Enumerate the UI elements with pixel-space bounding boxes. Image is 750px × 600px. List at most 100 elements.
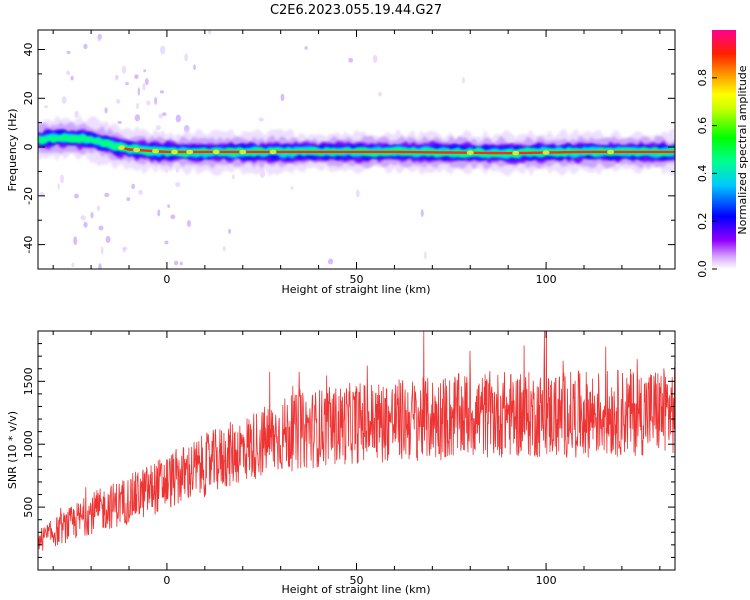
spectrogram-heatmap — [38, 30, 675, 269]
spectrogram-speckle — [122, 247, 126, 253]
spectrogram-speckle — [44, 105, 48, 109]
spectrogram-hotspot — [171, 149, 178, 155]
spectrogram-ytick-label: -40 — [22, 236, 35, 254]
colorbar-label: Normalized spectral amplitude — [736, 65, 749, 234]
spectrogram-speckle — [193, 64, 196, 71]
colorbar: 0.0 0.2 0.4 0.6 0.8 Normalized spectral ampl… — [696, 30, 749, 278]
spectrogram-ytick-label: 0 — [22, 144, 35, 151]
spectrogram-speckle — [66, 50, 71, 54]
spectrogram-speckle — [115, 74, 119, 79]
colorbar-tick-label: 0.8 — [696, 69, 709, 87]
spectrogram-xlabel: Height of straight line (km) — [281, 283, 430, 296]
snr-xtick-label: 0 — [163, 574, 170, 587]
snr-background — [38, 331, 675, 570]
spectrogram-speckle — [57, 183, 60, 190]
spectrogram-speckle — [97, 36, 102, 42]
spectrogram-hotspot — [512, 150, 520, 156]
spectrogram-hotspot — [466, 150, 474, 155]
spectrogram-speckle — [155, 125, 161, 131]
spectrogram-speckle — [98, 263, 102, 269]
spectrogram-xtick-label: 0 — [163, 273, 170, 286]
spectrogram-xtick-label: 50 — [350, 273, 364, 286]
snr-ytick-label: 1500 — [22, 367, 35, 395]
spectrogram-speckle — [115, 99, 121, 104]
snr-xtick-label: 100 — [536, 574, 557, 587]
spectrogram-speckle — [184, 53, 188, 62]
spectrogram-speckle — [158, 113, 163, 119]
spectrogram-speckle — [186, 219, 192, 228]
spectrogram-speckle — [420, 209, 424, 217]
colorbar-tick-label: 0.4 — [696, 165, 709, 183]
spectrogram-speckle — [173, 260, 179, 266]
spectrogram-speckle — [231, 174, 235, 180]
spectrogram-speckle — [131, 183, 135, 190]
spectrogram-speckle — [424, 251, 427, 260]
spectrogram-hotspot — [212, 149, 220, 155]
spectrogram-speckle — [167, 204, 171, 208]
spectrogram-speckle — [60, 174, 64, 184]
spectrogram-speckle — [61, 96, 67, 104]
snr-ylabel: SNR (10 * v/v) — [6, 411, 19, 489]
spectrogram-speckle — [159, 45, 166, 55]
spectrogram-speckle — [74, 193, 79, 199]
spectrogram-speckle — [125, 81, 129, 86]
spectrogram-hotspot — [152, 149, 160, 154]
snr-ticks: 0 50 100 500 1000 1500 — [22, 331, 675, 587]
snr-panel: 0 50 100 500 1000 1500 Height of straight lin… — [6, 330, 676, 596]
spectrogram-speckle — [121, 65, 127, 74]
spectrogram-speckle — [327, 258, 334, 265]
spectrogram-speckle — [142, 83, 146, 91]
spectrogram-hotspot — [607, 149, 615, 155]
spectrogram-speckle — [90, 211, 94, 219]
spectrogram-speckle — [175, 182, 181, 187]
spectrogram-speckle — [105, 235, 111, 244]
spectrogram-speckle — [258, 117, 264, 122]
spectrogram-speckle — [39, 192, 45, 197]
spectrogram-speckle — [304, 46, 308, 50]
spectrogram-speckle — [83, 43, 88, 50]
spectrogram-speckle — [73, 236, 78, 246]
snr-ytick-label: 500 — [22, 497, 35, 518]
spectrogram-speckle — [100, 246, 104, 255]
spectrogram-speckle — [179, 261, 183, 266]
spectrogram-speckle — [146, 100, 151, 106]
spectrogram-speckle — [222, 246, 226, 252]
spectrogram-speckle — [372, 54, 378, 64]
spectrogram-speckle — [175, 114, 181, 123]
spectrogram-speckle — [96, 205, 101, 211]
colorbar-gradient — [712, 30, 736, 269]
spectrogram-speckle — [70, 75, 74, 81]
spectrogram-speckle — [378, 91, 382, 97]
spectrogram-speckle — [154, 96, 158, 105]
spectrogram-speckle — [164, 240, 169, 245]
spectrogram-speckle — [159, 90, 165, 94]
spectrogram-speckle — [280, 93, 285, 102]
spectrogram-speckle — [136, 102, 139, 110]
spectrogram-speckle — [117, 120, 122, 124]
spectrogram-hotspot — [542, 150, 550, 155]
spectrogram-hotspot — [133, 147, 141, 153]
spectrogram-xtick-label: 100 — [536, 273, 557, 286]
spectrogram-ylabel: Frequency (Hz) — [6, 109, 19, 192]
spectrogram-ytick-label: 40 — [22, 43, 35, 57]
spectrogram-speckle — [144, 78, 149, 86]
spectrogram-speckle — [126, 197, 131, 202]
colorbar-tick-label: 0.6 — [696, 117, 709, 135]
spectrogram-speckle — [348, 57, 354, 63]
spectrogram-hotspot — [269, 149, 277, 155]
spectrogram-speckle — [134, 114, 141, 122]
spectrogram-speckle — [134, 74, 139, 80]
spectrogram-speckle — [157, 209, 161, 217]
spectrogram-speckle — [80, 215, 86, 221]
spectrogram-hotspot — [186, 149, 194, 155]
snr-ytick-label: 1000 — [22, 430, 35, 458]
spectrogram-speckle — [162, 112, 167, 117]
spectrogram-speckle — [207, 30, 212, 35]
spectrogram-hotspot — [239, 149, 247, 155]
spectrogram-speckle — [104, 192, 110, 198]
spectrogram-speckle — [74, 110, 79, 118]
colorbar-ticks: 0.0 0.2 0.4 0.6 0.8 — [696, 69, 717, 278]
spectrogram-speckle — [143, 69, 147, 73]
spectrogram-speckle — [462, 77, 465, 84]
